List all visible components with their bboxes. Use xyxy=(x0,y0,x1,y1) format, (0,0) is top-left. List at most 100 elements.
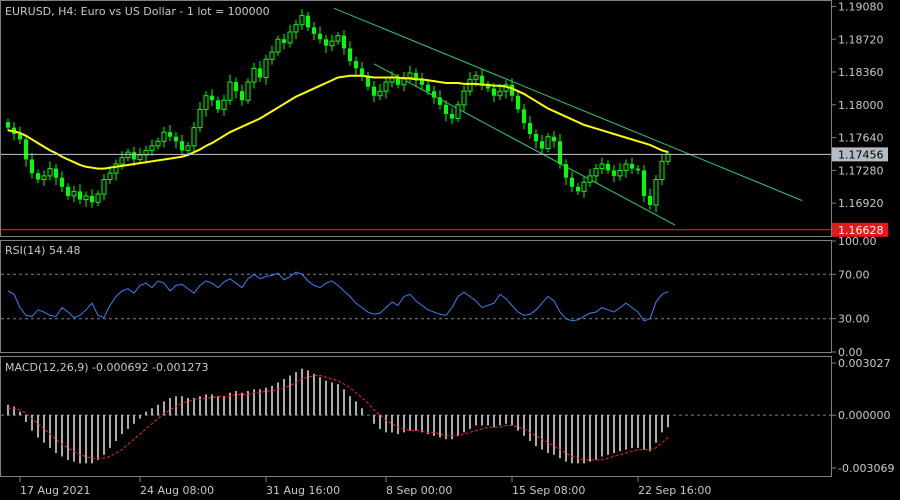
candle-body-bull xyxy=(587,175,593,183)
macd-tick-label: 0.000000 xyxy=(838,409,891,422)
candle-body-bull xyxy=(227,81,233,101)
candle-body-bear xyxy=(426,84,430,92)
candle-body-bear xyxy=(516,95,520,110)
candle-body-bear xyxy=(558,141,562,165)
candle-body-bear xyxy=(54,168,58,178)
candle-body-bull xyxy=(125,151,131,159)
candle-body-bear xyxy=(450,113,454,119)
candle-body-bull xyxy=(623,163,629,171)
candle-body-bear xyxy=(258,68,262,78)
candle-body-bull xyxy=(143,149,149,156)
candle-body-bear xyxy=(180,141,184,151)
rsi-tick-label: 100.00 xyxy=(838,235,877,248)
rsi-tick-label: 0.00 xyxy=(838,346,863,359)
rsi-levels xyxy=(1,273,831,320)
candle-body-bear xyxy=(528,123,532,134)
rsi-axis: 100.00 70.00 30.00 0.00 xyxy=(831,235,877,359)
candle-body-bull xyxy=(665,153,671,162)
candle-body-bear xyxy=(318,33,322,40)
candle-body-bull xyxy=(599,163,605,170)
candle-body-bear xyxy=(60,177,64,187)
channel-upper-line xyxy=(333,7,803,201)
candle-body-bear xyxy=(570,177,574,187)
candle-body-bull xyxy=(101,179,107,195)
price-tick-label: 1.19080 xyxy=(838,0,884,13)
candle-body-bear xyxy=(564,164,568,178)
candle-body-bear xyxy=(18,133,22,140)
candle-body-bull xyxy=(149,145,155,151)
time-tick-label: 24 Aug 08:00 xyxy=(140,484,214,497)
candle-body-bull xyxy=(593,168,599,177)
candle-body-bull xyxy=(251,67,257,83)
candle-body-bear xyxy=(480,75,484,85)
macd-signal-path xyxy=(8,375,669,461)
candle-body-bull xyxy=(473,75,479,80)
candle-body-bear xyxy=(648,195,652,206)
main-panel-frame xyxy=(0,0,832,237)
price-channel xyxy=(333,7,803,226)
price-tick-label: 1.16920 xyxy=(838,197,884,210)
candle-body-bull xyxy=(377,90,383,97)
candle-body-bear xyxy=(486,84,490,89)
rsi-title: RSI(14) 54.48 xyxy=(5,244,80,257)
candle-body-bull xyxy=(197,108,203,129)
candle-body-bear xyxy=(366,75,370,87)
price-tick-label: 1.18720 xyxy=(838,33,884,46)
candle-body-bear xyxy=(510,84,514,96)
horizontal-levels xyxy=(1,153,831,231)
candle-body-bear xyxy=(24,139,28,160)
time-tick-label: 22 Sep 16:00 xyxy=(638,484,711,497)
candle-body-bull xyxy=(203,95,209,110)
candle-body-bear xyxy=(534,133,538,142)
candle-body-bear xyxy=(90,195,94,203)
candle-body-bull xyxy=(41,175,47,181)
current-price-label: 1.17456 xyxy=(838,148,884,161)
candle-body-bull xyxy=(263,58,269,79)
candle-body-bull xyxy=(71,190,77,197)
candle-body-bear xyxy=(396,77,400,85)
candle-body-bull xyxy=(335,35,341,42)
candle-body-bull xyxy=(581,181,587,192)
current-price-tag xyxy=(832,147,888,162)
price-axis[interactable]: 1.19080 1.18720 1.18360 1.18000 1.17640 1.172… xyxy=(831,0,888,237)
support-price-label: 1.16628 xyxy=(838,224,884,237)
candle-body-bear xyxy=(168,132,172,137)
candle-body-bear xyxy=(210,95,214,101)
candle-body-bull xyxy=(407,72,413,79)
candle-body-bear xyxy=(636,168,640,171)
time-tick-label: 8 Sep 00:00 xyxy=(386,484,452,497)
candle-body-bull xyxy=(269,51,275,60)
candle-body-bull xyxy=(185,145,191,151)
time-axis[interactable]: 17 Aug 2021 24 Aug 08:00 31 Aug 16:00 8 Sep… xyxy=(19,477,711,497)
candle-body-bear xyxy=(30,159,34,174)
rsi-path xyxy=(7,271,669,322)
candle-body-bull xyxy=(461,90,467,106)
candle-body-bear xyxy=(642,170,646,196)
candle-body-bear xyxy=(540,141,544,149)
macd-histogram xyxy=(7,368,669,464)
candle-body-bear xyxy=(492,88,496,96)
candle-body-bear xyxy=(174,136,178,142)
rsi-panel-frame xyxy=(0,240,832,353)
candle-body-bear xyxy=(444,104,448,114)
candles xyxy=(6,9,671,213)
main-panel[interactable]: EURUSD, H4: Euro vs US Dollar - 1 lot = … xyxy=(0,0,832,237)
candle-body-bear xyxy=(342,35,346,49)
macd-title: MACD(12,26,9) -0.000692 -0.001273 xyxy=(5,361,208,374)
time-tick-label: 17 Aug 2021 xyxy=(20,484,90,497)
candle-body-bear xyxy=(420,79,424,85)
candle-body-bull xyxy=(497,90,503,97)
candle-body-bull xyxy=(95,193,101,203)
rsi-panel[interactable]: RSI(14) 54.48 xyxy=(0,240,832,353)
time-tick-label: 15 Sep 08:00 xyxy=(512,484,585,497)
candle-body-bear xyxy=(132,152,136,160)
candle-body-bear xyxy=(432,91,436,98)
rsi-tick-label: 30.00 xyxy=(838,313,870,326)
candle-body-bear xyxy=(576,186,580,192)
price-tick-label: 1.18360 xyxy=(838,66,884,79)
macd-panel[interactable]: MACD(12,26,9) -0.000692 -0.001273 xyxy=(0,356,832,477)
candle-body-bear xyxy=(612,170,616,176)
rsi-tick-label: 70.00 xyxy=(838,268,870,281)
moving-average-line xyxy=(7,74,669,170)
